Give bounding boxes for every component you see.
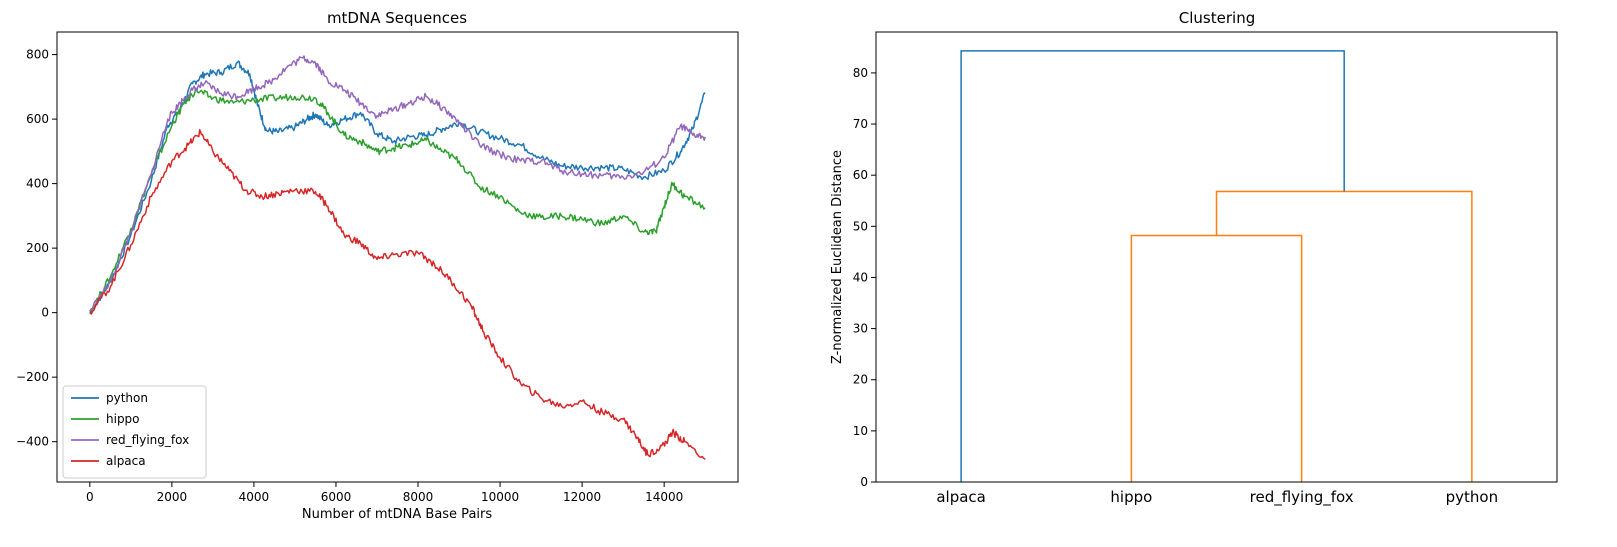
x-tick-label: 14000: [645, 490, 683, 504]
left-x-axis-label: Number of mtDNA Base Pairs: [302, 507, 493, 522]
x-tick-label: 8000: [403, 490, 434, 504]
right-y-axis-ticks: 0 10 20 30 40 50 60 70 80: [853, 66, 876, 489]
series-line-hippo: [89, 87, 706, 315]
y-tick-label: 60: [853, 168, 868, 182]
leaf-label: alpaca: [936, 488, 986, 506]
x-tick-label: 10000: [481, 490, 519, 504]
series-line-python: [89, 60, 706, 314]
right-plot-frame: [875, 31, 1558, 483]
y-tick-label: 10: [853, 424, 868, 438]
left-x-axis-ticks: 0 2000 4000 6000 8000 10000 12000 14000: [86, 482, 683, 504]
right-leaf-labels: alpaca hippo red_flying_fox python: [936, 488, 1498, 507]
clustering-chart: Clustering 0 10 20 30 40 50 60 70 80 alpaca hippo…: [830, 9, 1558, 507]
y-tick-label: 600: [26, 112, 49, 126]
right-chart-title: Clustering: [1179, 9, 1255, 27]
x-tick-label: 0: [86, 490, 94, 504]
left-chart-title: mtDNA Sequences: [327, 9, 467, 27]
legend-label: python: [106, 391, 148, 405]
y-tick-label: 800: [26, 48, 49, 62]
leaf-label: red_flying_fox: [1250, 488, 1354, 507]
left-plot-frame: [56, 31, 739, 483]
y-tick-label: 80: [853, 66, 868, 80]
y-tick-label: 200: [26, 241, 49, 255]
y-tick-label: −200: [16, 370, 49, 384]
y-tick-label: 400: [26, 177, 49, 191]
dendrogram-link: [960, 50, 1345, 482]
series-lines: [89, 55, 706, 460]
y-tick-label: 30: [853, 322, 868, 336]
legend-label: alpaca: [106, 454, 146, 468]
right-y-axis-label: Z-normalized Euclidean Distance: [830, 150, 845, 364]
leaf-label: python: [1446, 488, 1498, 506]
x-tick-label: 2000: [157, 490, 188, 504]
x-tick-label: 6000: [321, 490, 352, 504]
left-y-axis-ticks: −400 −200 0 200 400 600 800: [16, 48, 57, 449]
legend-box: [62, 385, 207, 479]
y-tick-label: 50: [853, 219, 868, 233]
y-tick-label: 70: [853, 117, 868, 131]
legend-label: red_flying_fox: [106, 433, 189, 447]
legend-label: hippo: [106, 412, 140, 426]
dendrogram-link: [1130, 234, 1303, 482]
dendrogram-links: [960, 50, 1473, 482]
mtdna-sequences-chart: mtDNA Sequences 0 2000 4000 6000 8000 10000 12…: [16, 9, 739, 522]
y-tick-label: −400: [16, 435, 49, 449]
series-line-alpaca: [89, 129, 706, 460]
y-tick-label: 0: [860, 475, 868, 489]
leaf-label: hippo: [1110, 488, 1152, 506]
series-line-red-flying-fox: [89, 55, 706, 312]
y-tick-label: 20: [853, 373, 868, 387]
y-tick-label: 0: [41, 306, 49, 320]
x-tick-label: 12000: [563, 490, 601, 504]
x-tick-label: 4000: [239, 490, 270, 504]
y-tick-label: 40: [853, 270, 868, 284]
